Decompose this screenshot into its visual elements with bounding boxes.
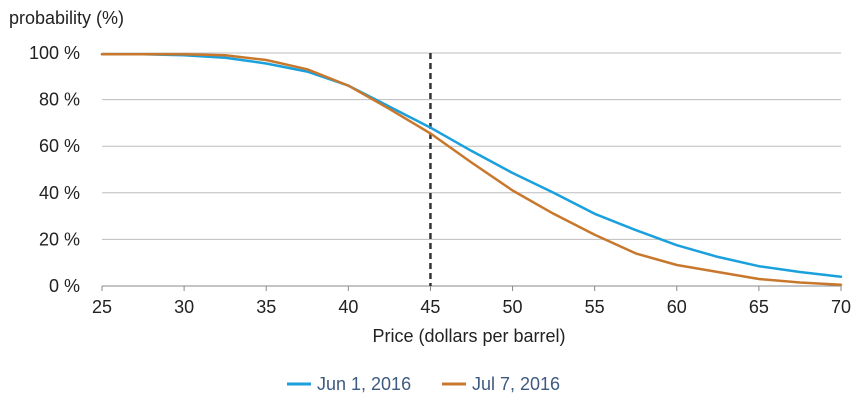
x-tick-label: 25 [92,297,112,317]
gridlines [102,52,841,287]
x-tick-label: 60 [667,297,687,317]
y-axis-title: probability (%) [9,8,124,28]
x-axis-title: Price (dollars per barrel) [372,326,565,346]
legend: Jun 1, 2016 Jul 7, 2016 [287,374,560,394]
x-tick-label: 35 [256,297,276,317]
x-tick-label: 45 [420,297,440,317]
y-tick-label: 80 % [39,90,80,110]
x-tick-label: 50 [503,297,523,317]
y-tick-label: 100 % [29,43,80,63]
series-lines [100,52,843,287]
x-tick-label: 70 [831,297,851,317]
x-tick-label: 40 [338,297,358,317]
x-tick-label: 30 [174,297,194,317]
y-tick-label: 0 % [49,276,80,296]
y-tick-label: 40 % [39,183,80,203]
y-tick-label: 20 % [39,229,80,249]
legend-label-1: Jun 1, 2016 [317,374,411,394]
x-tick-label: 55 [585,297,605,317]
y-tick-labels: 0 % 20 % 40 % 60 % 80 % 100 % [29,43,80,296]
y-tick-label: 60 % [39,136,80,156]
x-tick-label: 65 [749,297,769,317]
legend-label-2: Jul 7, 2016 [472,374,560,394]
x-tick-labels: 25 30 35 40 45 50 55 60 65 70 [92,286,851,317]
series-line-1 [100,52,843,278]
series-line-2 [100,52,843,287]
